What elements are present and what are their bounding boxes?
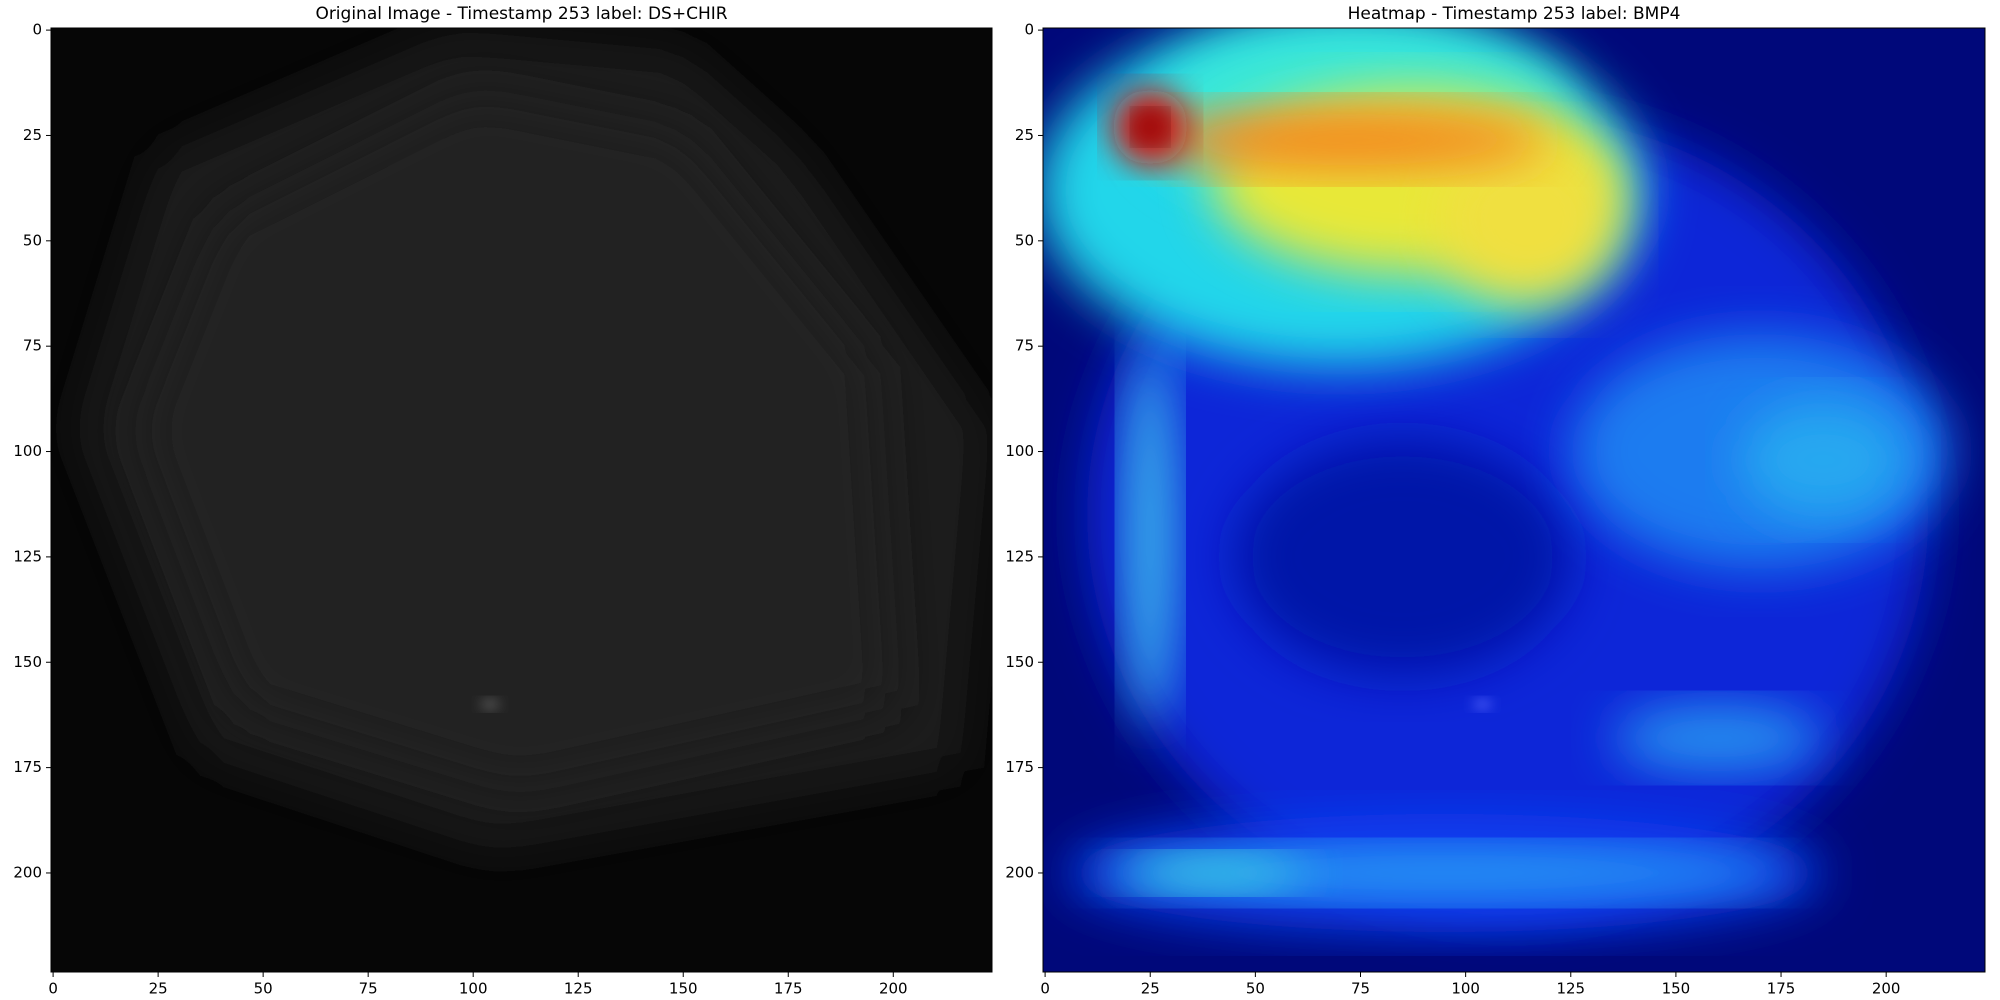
heatmap-region — [1234, 438, 1571, 675]
heatmap-region — [1120, 856, 1306, 890]
x-tick-label: 175 — [1767, 980, 1796, 998]
image-content — [51, 28, 992, 972]
y-tick-label: 75 — [1015, 337, 1034, 355]
y-tick-label: 75 — [23, 337, 42, 355]
x-tick-label: 200 — [879, 980, 908, 998]
y-tick-label: 100 — [13, 442, 42, 460]
x-tick-label: 100 — [1451, 980, 1480, 998]
axes-frame — [1042, 27, 1986, 973]
y-tick-label: 125 — [1005, 547, 1034, 565]
y-tick-label: 100 — [1005, 442, 1034, 460]
y-tick-label: 50 — [1015, 231, 1034, 249]
image-content — [1043, 28, 1985, 972]
y-tick-label: 175 — [1005, 758, 1034, 776]
y-tick-label: 175 — [13, 758, 42, 776]
x-tick-label: 75 — [359, 980, 378, 998]
heatmap-region — [1612, 704, 1824, 772]
y-tick-label: 200 — [1005, 863, 1034, 881]
x-tick-label: 0 — [48, 980, 58, 998]
heatmap-region — [1125, 346, 1176, 726]
panel-title: Original Image - Timestamp 253 label: DS… — [315, 4, 727, 24]
x-tick-label: 125 — [564, 980, 593, 998]
y-tick-label: 0 — [32, 21, 42, 39]
y-tick-label: 150 — [1005, 653, 1034, 671]
y-tick-label: 50 — [23, 231, 42, 249]
x-tick-label: 150 — [669, 980, 698, 998]
image-spot — [480, 700, 500, 709]
x-tick-label: 75 — [1351, 980, 1370, 998]
image-area — [1043, 28, 1985, 972]
heatmap-region — [1436, 135, 1622, 305]
x-tick-label: 25 — [149, 980, 168, 998]
y-tick-label: 25 — [23, 126, 42, 144]
x-tick-label: 25 — [1141, 980, 1160, 998]
panel-title: Heatmap - Timestamp 253 label: BMP4 — [1348, 4, 1681, 24]
heatmap-region — [1146, 105, 1550, 174]
y-tick-label: 150 — [13, 653, 42, 671]
y-tick-label: 125 — [13, 547, 42, 565]
x-tick-label: 175 — [774, 980, 803, 998]
heatmap-region — [1738, 400, 1908, 519]
y-tick-label: 0 — [1024, 21, 1034, 39]
x-tick-label: 50 — [254, 980, 273, 998]
image-region — [137, 93, 894, 789]
x-tick-label: 100 — [459, 980, 488, 998]
x-tick-label: 0 — [1040, 980, 1050, 998]
image-area — [51, 28, 992, 972]
x-tick-label: 50 — [1246, 980, 1265, 998]
heatmap-region — [1135, 112, 1165, 142]
heatmap-spot — [1473, 700, 1492, 709]
y-tick-label: 200 — [13, 863, 42, 881]
x-tick-label: 200 — [1872, 980, 1901, 998]
y-tick-label: 25 — [1015, 126, 1034, 144]
axes-frame — [50, 27, 993, 973]
x-tick-label: 125 — [1556, 980, 1585, 998]
x-tick-label: 150 — [1662, 980, 1691, 998]
